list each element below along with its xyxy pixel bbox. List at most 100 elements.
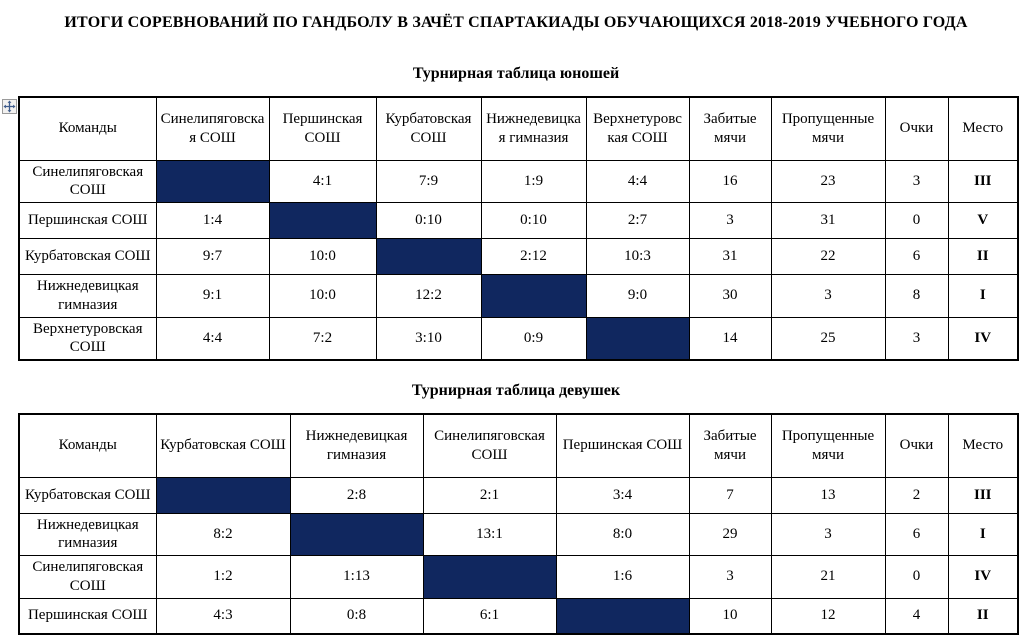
score-cell: 9:7 (155, 238, 270, 275)
stat-cell: 25 (770, 316, 886, 361)
document-page: ИТОГИ СОРЕВНОВАНИЙ ПО ГАНДБОЛУ В ЗАЧЁТ С… (0, 14, 1032, 643)
team-name-cell: Нижнедевицкая гимназия (18, 274, 157, 318)
column-header: Верхнетуровская СОШ (585, 96, 690, 161)
self-match-cell (480, 274, 587, 318)
self-match-cell (375, 238, 482, 275)
column-header: Место (947, 96, 1019, 161)
place-cell: I (947, 274, 1019, 318)
team-row: Нижнедевицкая гимназия 9:1 10:0 12:2 9:0 30 3 8… (18, 274, 1019, 318)
team-row: Курбатовская СОШ 2:8 2:1 3:4 7 13 2 III (18, 476, 1019, 514)
score-cell: 2:1 (422, 476, 557, 514)
score-cell: 4:4 (155, 316, 270, 361)
score-cell: 3:4 (555, 476, 690, 514)
score-cell: 8:0 (555, 512, 690, 556)
stat-cell: 6 (884, 238, 949, 275)
move-handle-icon (3, 100, 16, 113)
stat-cell: 29 (688, 512, 772, 556)
team-name-cell: Першинская СОШ (18, 597, 157, 635)
score-cell: 6:1 (422, 597, 557, 635)
score-cell: 13:1 (422, 512, 557, 556)
stat-cell: 3 (884, 159, 949, 203)
team-row: Нижнедевицкая гимназия 8:2 13:1 8:0 29 3 6 I (18, 512, 1019, 556)
column-header: Курбатовская СОШ (375, 96, 482, 161)
team-name-cell: Першинская СОШ (18, 202, 157, 239)
stat-cell: 31 (770, 202, 886, 239)
column-header: Нижнедевицкая гимназия (289, 413, 424, 478)
place-cell: III (947, 476, 1019, 514)
score-cell: 2:8 (289, 476, 424, 514)
self-match-cell (155, 159, 270, 203)
column-header: Очки (884, 413, 949, 478)
header-row: Команды Курбатовская СОШ Нижнедевицкая гим… (18, 413, 1019, 478)
stat-cell: 31 (688, 238, 772, 275)
column-header: Синелипяговская СОШ (155, 96, 270, 161)
score-cell: 3:10 (375, 316, 482, 361)
column-header: Синелипяговская СОШ (422, 413, 557, 478)
team-row: Верхнетуровская СОШ 4:4 7:2 3:10 0:9 14 25 3 IV (18, 316, 1019, 361)
self-match-cell (155, 476, 291, 514)
team-row: Першинская СОШ 1:4 0:10 0:10 2:7 3 31 0 V (18, 202, 1019, 239)
table-move-handle[interactable] (2, 99, 17, 114)
stat-cell: 16 (688, 159, 772, 203)
place-cell: II (947, 597, 1019, 635)
team-row: Курбатовская СОШ 9:7 10:0 2:12 10:3 31 22 6 II (18, 238, 1019, 275)
stat-cell: 3 (770, 274, 886, 318)
self-match-cell (585, 316, 690, 361)
column-header: Место (947, 413, 1019, 478)
score-cell: 0:10 (375, 202, 482, 239)
place-cell: I (947, 512, 1019, 556)
girls-table-caption: Турнирная таблица девушек (411, 382, 621, 399)
place-cell: V (947, 202, 1019, 239)
boys-results-table: Команды Синелипяговская СОШ Першинская СОШ… (18, 96, 1019, 361)
place-cell: IV (947, 555, 1019, 599)
teams-column-header: Команды (18, 413, 157, 478)
score-cell: 7:2 (268, 316, 377, 361)
stat-cell: 23 (770, 159, 886, 203)
team-row: Першинская СОШ 4:3 0:8 6:1 10 12 4 II (18, 597, 1019, 635)
stat-cell: 3 (770, 512, 886, 556)
self-match-cell (422, 555, 557, 599)
team-name-cell: Нижнедевицкая гимназия (18, 512, 157, 556)
stat-cell: 6 (884, 512, 949, 556)
score-cell: 2:12 (480, 238, 587, 275)
stat-cell: 14 (688, 316, 772, 361)
column-header: Забитые мячи (688, 96, 772, 161)
column-header: Забитые мячи (688, 413, 772, 478)
document-title: ИТОГИ СОРЕВНОВАНИЙ ПО ГАНДБОЛУ В ЗАЧЁТ С… (64, 14, 968, 31)
team-name-cell: Синелипяговская СОШ (18, 159, 157, 203)
score-cell: 8:2 (155, 512, 291, 556)
place-cell: IV (947, 316, 1019, 361)
self-match-cell (555, 597, 690, 635)
score-cell: 10:3 (585, 238, 690, 275)
stat-cell: 7 (688, 476, 772, 514)
score-cell: 12:2 (375, 274, 482, 318)
score-cell: 10:0 (268, 274, 377, 318)
score-cell: 4:1 (268, 159, 377, 203)
teams-column-header: Команды (18, 96, 157, 161)
stat-cell: 8 (884, 274, 949, 318)
girls-results-table: Команды Курбатовская СОШ Нижнедевицкая гим… (18, 413, 1019, 635)
score-cell: 1:9 (480, 159, 587, 203)
team-name-cell: Курбатовская СОШ (18, 238, 157, 275)
stat-cell: 30 (688, 274, 772, 318)
score-cell: 0:9 (480, 316, 587, 361)
column-header: Першинская СОШ (268, 96, 377, 161)
score-cell: 2:7 (585, 202, 690, 239)
stat-cell: 12 (770, 597, 886, 635)
score-cell: 1:6 (555, 555, 690, 599)
stat-cell: 2 (884, 476, 949, 514)
team-name-cell: Верхнетуровская СОШ (18, 316, 157, 361)
stat-cell: 22 (770, 238, 886, 275)
self-match-cell (289, 512, 424, 556)
team-name-cell: Синелипяговская СОШ (18, 555, 157, 599)
score-cell: 7:9 (375, 159, 482, 203)
score-cell: 1:2 (155, 555, 291, 599)
score-cell: 1:4 (155, 202, 270, 239)
column-header: Очки (884, 96, 949, 161)
score-cell: 10:0 (268, 238, 377, 275)
stat-cell: 3 (884, 316, 949, 361)
team-row: Синелипяговская СОШ 1:2 1:13 1:6 3 21 0 IV (18, 555, 1019, 599)
team-row: Синелипяговская СОШ 4:1 7:9 1:9 4:4 16 23 3 III (18, 159, 1019, 203)
column-header: Пропущенные мячи (770, 96, 886, 161)
stat-cell: 21 (770, 555, 886, 599)
